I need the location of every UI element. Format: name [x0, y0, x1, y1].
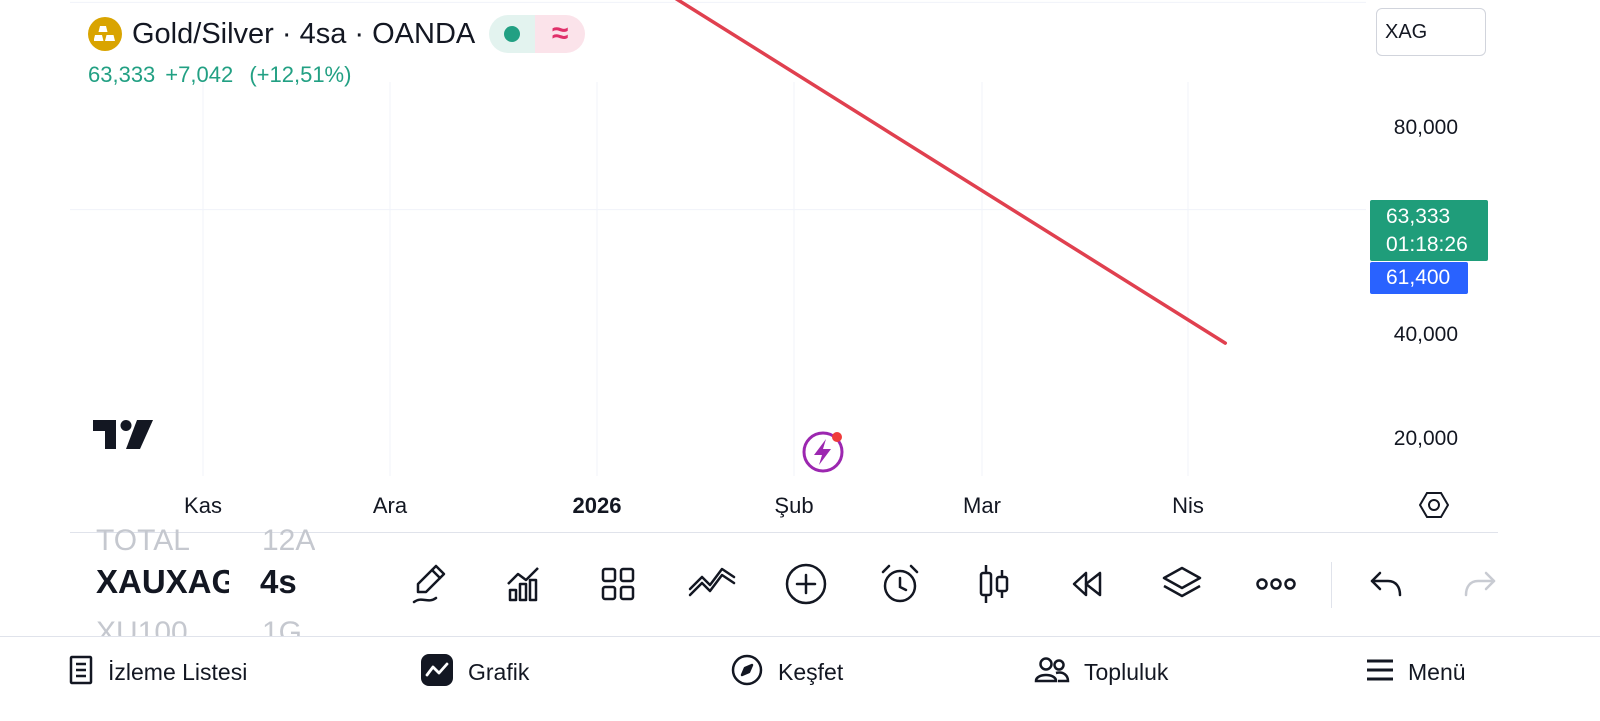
watchlist-icon — [68, 655, 94, 690]
watchlist-interval: 1G — [262, 616, 303, 636]
watchlist-interval: 12A — [262, 524, 316, 552]
price-change-percent: (+12,51%) — [249, 62, 352, 87]
nav-explore-label: Keşfet — [778, 658, 844, 685]
market-status-pill[interactable]: ≈ — [489, 15, 586, 53]
nav-chart[interactable]: Grafik — [420, 637, 529, 707]
compass-icon — [730, 653, 764, 692]
nav-menu[interactable]: Menü — [1366, 637, 1466, 707]
chart-settings-icon[interactable] — [1417, 490, 1451, 520]
horizontal-line-badge[interactable]: 61,400 — [1370, 262, 1468, 294]
more-icon[interactable] — [1252, 560, 1300, 608]
nav-menu-label: Menü — [1408, 658, 1466, 685]
x-tick-label: Şub — [774, 493, 814, 518]
watchlist-symbol[interactable]: TOTAL — [96, 524, 190, 552]
watchlist-interval-active: 4s — [260, 563, 297, 600]
trend-line-drawing — [674, 0, 1228, 345]
nav-watchlist[interactable]: İzleme Listesi — [68, 637, 247, 707]
bottom-navigation: İzleme Listesi Grafik Keşfet Topluluk Me… — [0, 636, 1600, 721]
market-open-dot-icon — [489, 15, 536, 53]
replay-icon[interactable] — [1064, 560, 1112, 608]
x-tick-label: Mar — [963, 493, 1001, 518]
tradingview-logo — [93, 420, 155, 455]
indicators-icon[interactable] — [500, 560, 548, 608]
y-tick-label: 40,000 — [1393, 323, 1458, 346]
last-price-badge-value: 63,333 — [1386, 205, 1451, 228]
price-quote: 63,333 +7,042 (+12,51%) — [88, 62, 351, 88]
add-icon[interactable] — [782, 560, 830, 608]
nav-watchlist-label: İzleme Listesi — [108, 658, 248, 685]
y-tick-label: 80,000 — [1393, 116, 1458, 139]
x-tick-label: Nis — [1172, 493, 1204, 518]
price-change: +7,042 — [165, 62, 234, 87]
symbol-title[interactable]: Gold/Silver · 4sa · OANDA — [132, 17, 476, 50]
x-tick-label: Kas — [184, 493, 222, 518]
compare-symbols-icon[interactable] — [688, 560, 736, 608]
y-tick-label: 20,000 — [1393, 427, 1458, 450]
symbol-search-input[interactable] — [1376, 8, 1486, 56]
watchlist-symbol-active[interactable]: XAUXAG — [96, 563, 229, 600]
layout-grid-icon[interactable] — [594, 560, 642, 608]
menu-icon — [1366, 658, 1394, 687]
redo-icon — [1456, 560, 1504, 608]
chart-type-candles-icon[interactable] — [970, 560, 1018, 608]
x-tick-label: Ara — [372, 493, 408, 518]
alarm-icon[interactable] — [876, 560, 924, 608]
last-price: 63,333 — [88, 62, 156, 87]
nav-community-label: Topluluk — [1084, 658, 1169, 685]
last-price-badge: 63,333 01:18:26 — [1370, 200, 1488, 261]
nav-chart-label: Grafik — [468, 658, 530, 685]
nav-community[interactable]: Topluluk — [1034, 637, 1168, 707]
nav-explore[interactable]: Keşfet — [730, 637, 843, 707]
panel-divider — [70, 532, 1498, 533]
gold-bars-icon — [88, 17, 122, 51]
bar-countdown: 01:18:26 — [1386, 233, 1468, 256]
approx-icon: ≈ — [535, 15, 586, 53]
layers-icon[interactable] — [1158, 560, 1206, 608]
watchlist-symbol[interactable]: XU100 — [96, 616, 188, 636]
chart-icon — [420, 653, 454, 692]
pencil-icon[interactable] — [406, 560, 454, 608]
x-tick-label: 2026 — [572, 493, 622, 518]
community-icon — [1034, 655, 1070, 690]
toolbar-separator — [1331, 562, 1332, 608]
symbol-header[interactable]: Gold/Silver · 4sa · OANDA ≈ — [88, 14, 586, 54]
lightning-alert-icon[interactable] — [800, 428, 848, 476]
undo-icon[interactable] — [1362, 560, 1410, 608]
